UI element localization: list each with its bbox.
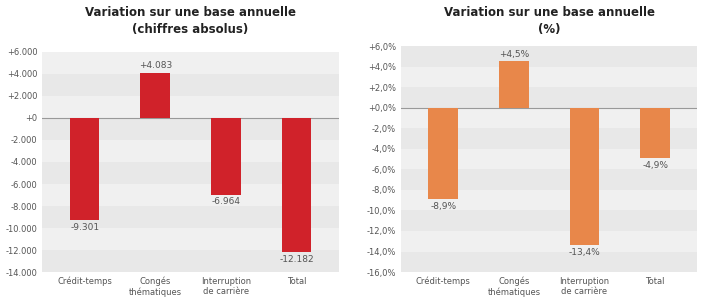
Bar xyxy=(42,250,339,272)
Bar xyxy=(401,108,697,128)
Text: +4.083: +4.083 xyxy=(138,61,172,70)
Title: Variation sur une base annuelle
(chiffres absolus): Variation sur une base annuelle (chiffre… xyxy=(85,5,296,35)
Text: -8,9%: -8,9% xyxy=(430,202,456,211)
Bar xyxy=(70,118,100,220)
Bar xyxy=(282,118,311,252)
Text: -4,9%: -4,9% xyxy=(642,161,668,170)
Bar xyxy=(42,74,339,96)
Bar xyxy=(42,162,339,184)
Bar xyxy=(569,108,600,245)
Bar xyxy=(141,73,170,118)
Bar xyxy=(42,184,339,206)
Bar xyxy=(401,210,697,231)
Bar xyxy=(428,108,458,199)
Bar xyxy=(401,46,697,67)
Bar xyxy=(42,140,339,162)
Bar xyxy=(401,169,697,190)
Text: -6.964: -6.964 xyxy=(212,197,240,206)
Bar xyxy=(401,190,697,210)
Text: +4,5%: +4,5% xyxy=(498,50,529,59)
Text: -13,4%: -13,4% xyxy=(569,248,600,257)
Bar xyxy=(401,231,697,251)
Bar xyxy=(211,118,240,195)
Bar xyxy=(42,206,339,228)
Bar xyxy=(42,118,339,140)
Bar xyxy=(401,87,697,108)
Title: Variation sur une base annuelle
(%): Variation sur une base annuelle (%) xyxy=(444,5,654,35)
Text: -12.182: -12.182 xyxy=(279,255,314,264)
Bar xyxy=(42,52,339,74)
Bar xyxy=(42,96,339,118)
Bar xyxy=(401,128,697,149)
Text: -9.301: -9.301 xyxy=(70,223,99,232)
Bar xyxy=(401,251,697,272)
Bar xyxy=(42,228,339,250)
Bar xyxy=(401,149,697,169)
Bar xyxy=(401,67,697,87)
Bar xyxy=(640,108,670,158)
Bar xyxy=(499,62,529,108)
